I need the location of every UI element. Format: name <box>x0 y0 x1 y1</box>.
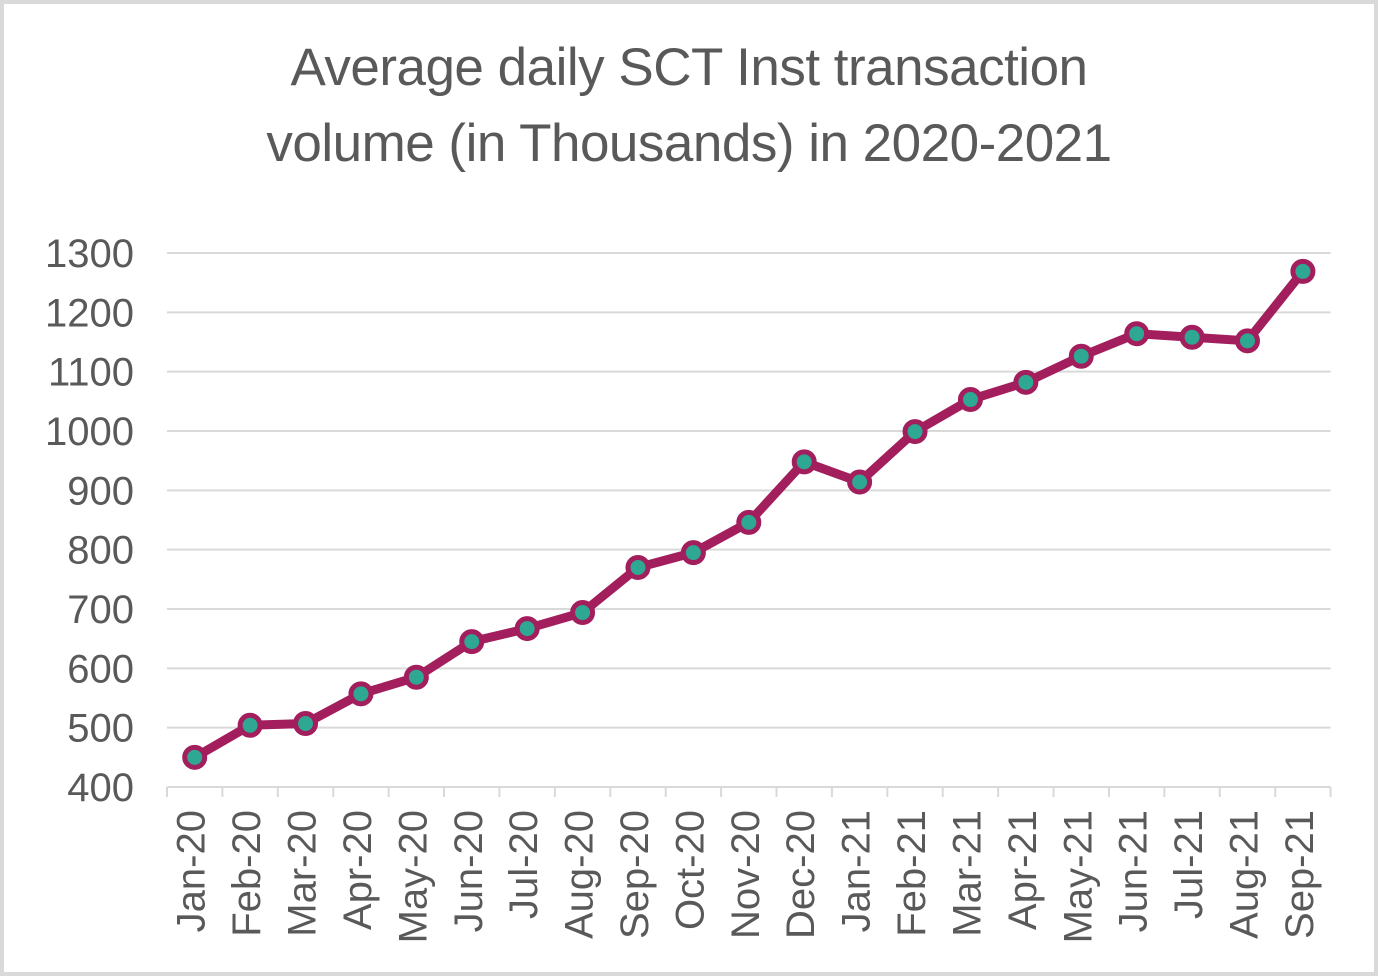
x-axis-tick-label: Sep-20 <box>613 810 657 939</box>
y-axis-tick-label: 700 <box>67 588 134 632</box>
x-axis-tick-label: Jun-21 <box>1112 810 1156 932</box>
data-point-marker <box>459 629 485 655</box>
x-axis-tick-label: Jul-20 <box>502 810 546 919</box>
x-axis-tick-label: Dec-20 <box>779 810 823 939</box>
x-axis-tick-label: May-20 <box>391 810 435 943</box>
y-axis-tick-label: 900 <box>67 469 134 513</box>
data-point-marker <box>570 600 596 626</box>
x-axis-tick-label: Mar-21 <box>945 810 989 937</box>
x-axis-tick-label: Oct-20 <box>668 810 712 930</box>
y-axis-tick-label: 1200 <box>45 291 134 335</box>
x-axis-tick-label: Nov-20 <box>724 810 768 939</box>
y-axis-tick-label: 1100 <box>48 351 134 395</box>
data-point-marker <box>403 664 429 690</box>
data-point-marker <box>1013 369 1039 395</box>
data-point-marker <box>957 387 983 413</box>
x-axis-tick-label: Aug-21 <box>1222 810 1266 939</box>
line-chart: 400 500 600 700 800 900 1000 1100 1200 1300 Jan-20… <box>45 232 1332 943</box>
x-axis-tick-label: Jul-21 <box>1167 810 1211 919</box>
x-axis-tick-label: Sep-21 <box>1278 810 1322 939</box>
x-axis-tick-label: Jun-20 <box>447 810 491 932</box>
chart-title: Average daily SCT Inst transaction volum… <box>4 30 1374 183</box>
data-point-marker <box>902 419 928 445</box>
y-axis-tick-label: 1300 <box>45 232 134 276</box>
data-point-marker <box>736 509 762 535</box>
x-axis-tick-label: Mar-20 <box>281 810 325 937</box>
data-point-marker <box>1179 324 1205 350</box>
data-point-marker <box>625 554 651 580</box>
data-point-marker <box>791 449 817 475</box>
x-axis-tick-label: Aug-20 <box>558 810 602 939</box>
y-axis-tick-label: 400 <box>67 766 134 810</box>
x-axis-tick-label: Apr-20 <box>336 810 380 930</box>
data-point-marker <box>1124 321 1150 347</box>
y-axis-tick-label: 800 <box>67 529 134 573</box>
data-point-marker <box>293 711 319 737</box>
data-point-marker <box>1234 328 1260 354</box>
x-axis-tick-label: Jan-21 <box>835 810 879 932</box>
data-point-marker <box>514 616 540 642</box>
x-axis-tick-label: Feb-20 <box>225 810 269 937</box>
data-point-marker <box>1068 343 1094 369</box>
data-point-marker <box>680 540 706 566</box>
y-axis-tick-label: 600 <box>67 647 134 691</box>
chart-title-line-2: volume (in Thousands) in 2020-2021 <box>266 114 1112 174</box>
chart-title-line-1: Average daily SCT Inst transaction <box>290 38 1088 97</box>
x-axis-tick-label: Jan-20 <box>170 810 214 932</box>
y-axis-tick-label: 500 <box>67 707 134 751</box>
data-point-marker <box>847 469 873 495</box>
x-axis-tick-label: Feb-21 <box>890 810 934 937</box>
data-point-marker <box>1290 258 1316 284</box>
x-axis-tick-label: Apr-21 <box>1001 810 1045 930</box>
data-point-marker <box>237 712 263 738</box>
data-point-marker <box>348 681 374 707</box>
data-point-marker <box>182 744 208 770</box>
y-axis-tick-label: 1000 <box>45 410 134 454</box>
x-axis-tick-label: May-21 <box>1056 810 1100 943</box>
